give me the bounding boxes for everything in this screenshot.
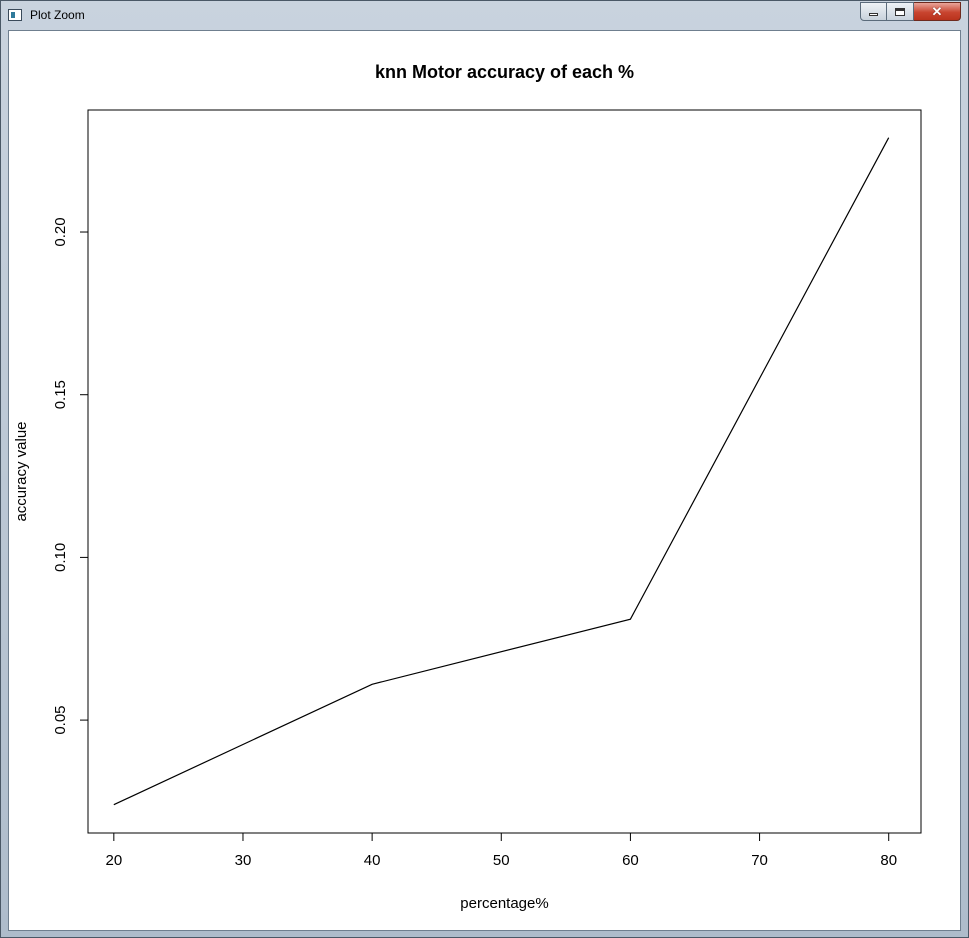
y-axis: 0.05 0.10 0.15 0.20: [52, 217, 89, 735]
close-icon: ✕: [931, 4, 943, 19]
title-bar[interactable]: Plot Zoom ✕: [1, 1, 968, 30]
x-tick-label: 60: [622, 852, 639, 869]
window-controls: ✕: [860, 2, 961, 21]
x-axis: 20 30 40 50 60 70 80: [105, 832, 897, 869]
y-tick-label: 0.05: [52, 705, 69, 734]
plot-window-icon[interactable]: [8, 9, 22, 21]
window-title: Plot Zoom: [30, 8, 85, 22]
close-button[interactable]: ✕: [914, 2, 961, 21]
x-tick-label: 40: [364, 852, 381, 869]
x-axis-label: percentage%: [460, 895, 548, 912]
maximize-button[interactable]: [887, 2, 914, 21]
x-tick-label: 70: [751, 852, 768, 869]
maximize-icon: [895, 7, 905, 16]
minimize-button[interactable]: [860, 2, 887, 21]
y-tick-label: 0.10: [52, 543, 69, 572]
x-tick-label: 80: [880, 852, 897, 869]
chart-title: knn Motor accuracy of each %: [375, 62, 634, 82]
y-tick-label: 0.20: [52, 217, 69, 246]
plot-frame: [87, 109, 922, 834]
plot-area-client: knn Motor accuracy of each % 20 30 40 50 60 7…: [8, 30, 961, 931]
line-chart: knn Motor accuracy of each % 20 30 40 50 60 7…: [13, 62, 922, 912]
x-tick-label: 50: [493, 852, 510, 869]
series-line: [113, 137, 890, 806]
x-tick-label: 30: [235, 852, 252, 869]
y-tick-label: 0.15: [52, 380, 69, 409]
x-tick-label: 20: [105, 852, 122, 869]
minimize-icon: [869, 13, 878, 16]
y-axis-label: accuracy value: [13, 421, 30, 521]
